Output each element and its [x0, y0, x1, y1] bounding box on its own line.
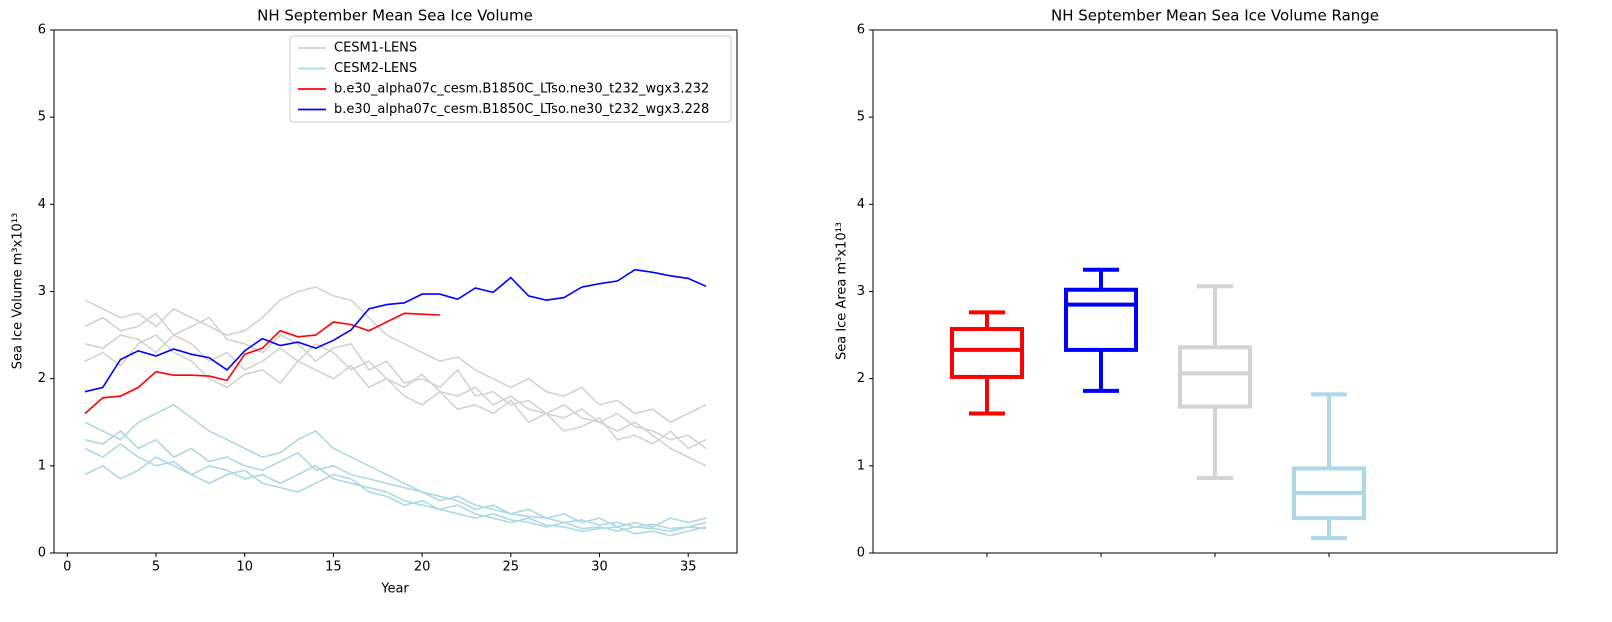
- y-tick-label: 3: [38, 284, 46, 299]
- axes-frame: [53, 29, 738, 554]
- chart-title: NH September Mean Sea Ice Volume Range: [1051, 7, 1379, 25]
- x-tick-label: 20: [414, 560, 431, 575]
- ensemble-line: [84, 456, 707, 537]
- ensemble-line: [84, 403, 707, 528]
- chart-title: NH September Mean Sea Ice Volume: [257, 7, 533, 25]
- series-line: [84, 268, 707, 393]
- y-tick-label: 0: [38, 546, 46, 561]
- x-tick-label: 30: [591, 560, 608, 575]
- y-tick-label: 5: [857, 110, 865, 125]
- ensemble-line: [84, 443, 707, 533]
- x-tick-label: 0: [63, 560, 71, 575]
- x-tick-label: 10: [236, 560, 253, 575]
- y-tick-label: 4: [857, 197, 865, 212]
- x-tick-label: 15: [325, 560, 342, 575]
- y-tick-label: 6: [857, 23, 865, 38]
- y-axis-label: Sea Ice Area m³x10¹³: [835, 222, 850, 360]
- box: [950, 326, 1024, 379]
- box: [1178, 345, 1252, 409]
- y-tick-label: 3: [857, 284, 865, 299]
- legend-label: b.e30_alpha07c_cesm.B1850C_LTso.ne30_t23…: [334, 102, 709, 117]
- legend-label: CESM1-LENS: [334, 41, 417, 56]
- x-axis-label: Year: [380, 582, 409, 597]
- x-tick-label: 35: [680, 560, 697, 575]
- y-axis-label: Sea Ice Volume m³x10¹³: [11, 213, 26, 369]
- y-tick-label: 1: [38, 458, 46, 473]
- y-tick-label: 2: [38, 371, 46, 386]
- legend-label: CESM2-LENS: [334, 61, 417, 76]
- series-line: [84, 312, 440, 415]
- ensemble-line: [84, 286, 707, 424]
- ensemble-line: [84, 429, 707, 530]
- ensemble-line: [84, 334, 707, 450]
- box: [1064, 287, 1138, 352]
- axes-frame: [872, 29, 1558, 554]
- y-tick-label: 2: [857, 371, 865, 386]
- y-tick-label: 5: [38, 110, 46, 125]
- x-tick-label: 5: [152, 560, 160, 575]
- y-tick-label: 1: [857, 458, 865, 473]
- legend-label: b.e30_alpha07c_cesm.B1850C_LTso.ne30_t23…: [334, 82, 709, 97]
- ensemble-line: [84, 334, 707, 450]
- legend-box: [289, 35, 732, 123]
- x-tick-label: 25: [503, 560, 520, 575]
- y-tick-label: 0: [857, 546, 865, 561]
- y-tick-label: 6: [38, 23, 46, 38]
- y-tick-label: 4: [38, 197, 46, 212]
- ensemble-line: [84, 312, 707, 467]
